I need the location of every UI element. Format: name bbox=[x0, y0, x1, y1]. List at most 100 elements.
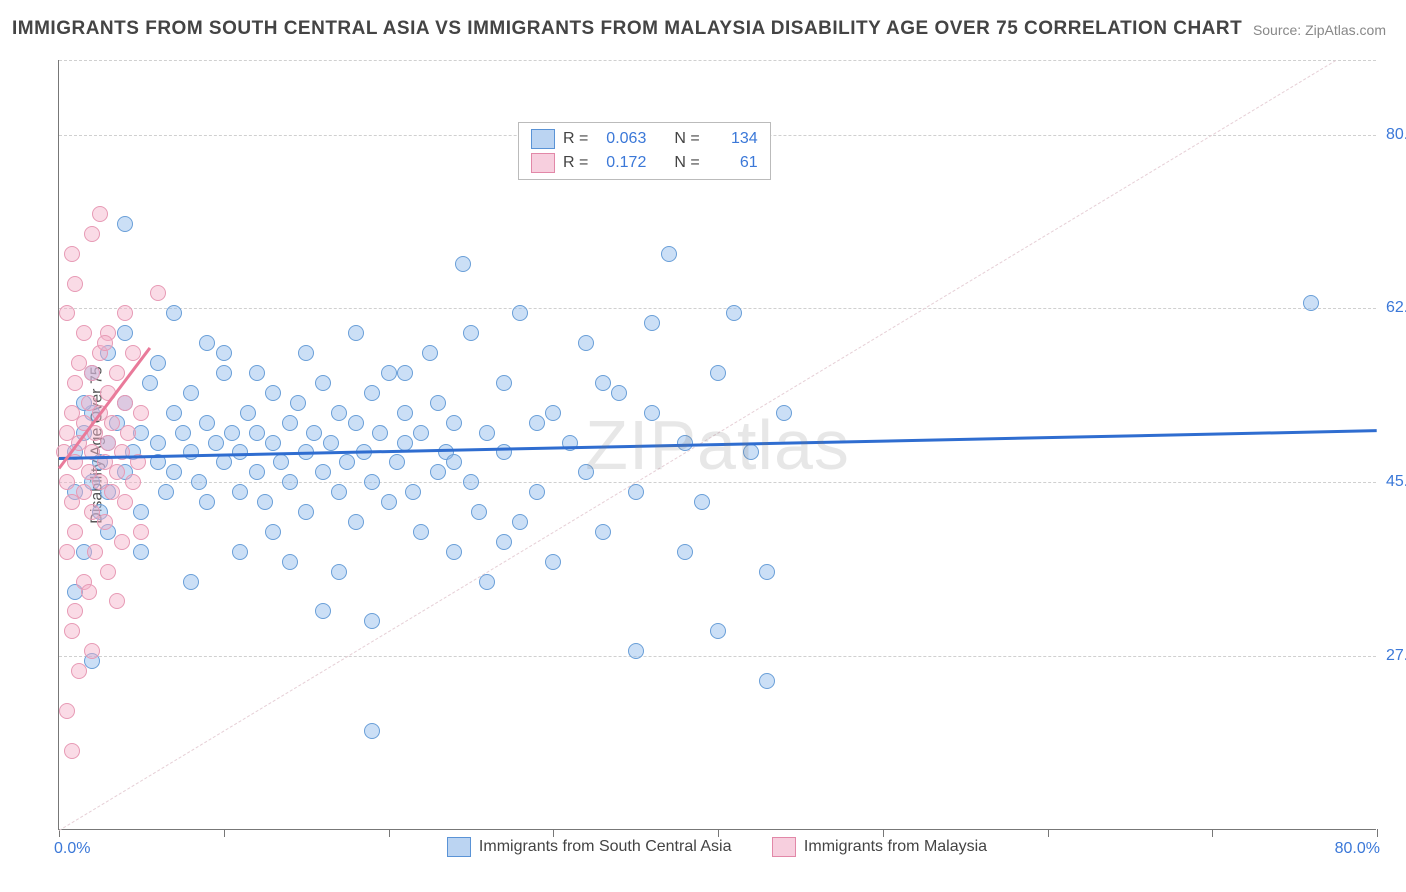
scatter-point-blue bbox=[759, 564, 775, 580]
scatter-point-blue bbox=[372, 425, 388, 441]
scatter-point-blue bbox=[512, 305, 528, 321]
scatter-point-blue bbox=[133, 544, 149, 560]
y-tick-label: 80.0% bbox=[1386, 126, 1406, 144]
scatter-point-blue bbox=[677, 435, 693, 451]
scatter-point-blue bbox=[331, 484, 347, 500]
scatter-point-pink bbox=[133, 405, 149, 421]
scatter-point-blue bbox=[397, 405, 413, 421]
scatter-point-pink bbox=[117, 305, 133, 321]
scatter-point-blue bbox=[282, 415, 298, 431]
scatter-point-pink bbox=[117, 395, 133, 411]
scatter-point-blue bbox=[463, 474, 479, 490]
scatter-point-blue bbox=[183, 574, 199, 590]
n-value-pink: 61 bbox=[708, 154, 758, 172]
scatter-point-blue bbox=[364, 613, 380, 629]
scatter-point-pink bbox=[114, 534, 130, 550]
scatter-point-blue bbox=[430, 464, 446, 480]
scatter-point-blue bbox=[265, 524, 281, 540]
chart-area: ZIPatlas Disability Age Over 75 27.5%45.… bbox=[58, 60, 1376, 830]
scatter-point-blue bbox=[529, 415, 545, 431]
scatter-point-blue bbox=[117, 325, 133, 341]
n-label: N = bbox=[674, 130, 699, 148]
scatter-point-pink bbox=[117, 494, 133, 510]
scatter-point-blue bbox=[776, 405, 792, 421]
legend-item-blue: Immigrants from South Central Asia bbox=[447, 837, 732, 857]
x-tick bbox=[718, 829, 719, 837]
scatter-point-blue bbox=[348, 514, 364, 530]
scatter-point-blue bbox=[578, 464, 594, 480]
scatter-point-blue bbox=[298, 504, 314, 520]
scatter-point-blue bbox=[628, 643, 644, 659]
scatter-point-pink bbox=[109, 593, 125, 609]
scatter-point-blue bbox=[323, 435, 339, 451]
legend-row-pink: R = 0.172 N = 61 bbox=[531, 151, 758, 175]
scatter-point-blue bbox=[628, 484, 644, 500]
legend-label-pink: Immigrants from Malaysia bbox=[804, 838, 987, 856]
scatter-point-blue bbox=[413, 425, 429, 441]
scatter-point-blue bbox=[381, 494, 397, 510]
scatter-point-blue bbox=[710, 365, 726, 381]
x-max-label: 80.0% bbox=[1335, 840, 1380, 858]
scatter-point-blue bbox=[463, 325, 479, 341]
scatter-point-blue bbox=[216, 454, 232, 470]
scatter-point-blue bbox=[298, 345, 314, 361]
scatter-point-blue bbox=[479, 425, 495, 441]
scatter-point-blue bbox=[743, 444, 759, 460]
scatter-point-pink bbox=[71, 663, 87, 679]
scatter-point-blue bbox=[166, 405, 182, 421]
x-tick bbox=[1212, 829, 1213, 837]
x-min-label: 0.0% bbox=[54, 840, 90, 858]
n-value-blue: 134 bbox=[708, 130, 758, 148]
r-value-pink: 0.172 bbox=[596, 154, 646, 172]
scatter-point-blue bbox=[315, 603, 331, 619]
scatter-point-blue bbox=[282, 474, 298, 490]
scatter-point-blue bbox=[413, 524, 429, 540]
scatter-point-blue bbox=[595, 375, 611, 391]
scatter-point-pink bbox=[67, 524, 83, 540]
scatter-point-blue bbox=[224, 425, 240, 441]
scatter-point-blue bbox=[199, 335, 215, 351]
scatter-point-pink bbox=[100, 564, 116, 580]
scatter-point-blue bbox=[364, 474, 380, 490]
scatter-point-blue bbox=[191, 474, 207, 490]
scatter-point-pink bbox=[81, 584, 97, 600]
y-tick-label: 45.0% bbox=[1386, 473, 1406, 491]
legend-swatch-pink bbox=[531, 153, 555, 173]
scatter-point-blue bbox=[273, 454, 289, 470]
scatter-point-blue bbox=[232, 544, 248, 560]
scatter-point-blue bbox=[677, 544, 693, 560]
scatter-point-blue bbox=[150, 435, 166, 451]
scatter-point-blue bbox=[290, 395, 306, 411]
scatter-point-blue bbox=[249, 425, 265, 441]
scatter-point-blue bbox=[726, 305, 742, 321]
scatter-point-blue bbox=[381, 365, 397, 381]
scatter-point-blue bbox=[249, 365, 265, 381]
scatter-point-blue bbox=[644, 315, 660, 331]
x-tick bbox=[224, 829, 225, 837]
scatter-point-blue bbox=[240, 405, 256, 421]
scatter-point-blue bbox=[183, 385, 199, 401]
scatter-point-blue bbox=[578, 335, 594, 351]
scatter-point-blue bbox=[471, 504, 487, 520]
gridline bbox=[59, 308, 1376, 309]
scatter-point-blue bbox=[331, 564, 347, 580]
scatter-point-pink bbox=[84, 226, 100, 242]
scatter-point-pink bbox=[125, 474, 141, 490]
legend-swatch-pink bbox=[772, 837, 796, 857]
chart-title: IMMIGRANTS FROM SOUTH CENTRAL ASIA VS IM… bbox=[12, 18, 1242, 40]
r-label: R = bbox=[563, 154, 588, 172]
scatter-point-pink bbox=[150, 285, 166, 301]
scatter-point-blue bbox=[529, 484, 545, 500]
scatter-point-blue bbox=[282, 554, 298, 570]
scatter-point-blue bbox=[759, 673, 775, 689]
gridline bbox=[59, 656, 1376, 657]
scatter-point-blue bbox=[306, 425, 322, 441]
scatter-point-blue bbox=[133, 504, 149, 520]
y-tick-label: 27.5% bbox=[1386, 647, 1406, 665]
x-tick bbox=[553, 829, 554, 837]
scatter-point-blue bbox=[496, 534, 512, 550]
scatter-point-blue bbox=[397, 435, 413, 451]
scatter-point-blue bbox=[208, 435, 224, 451]
scatter-point-blue bbox=[397, 365, 413, 381]
scatter-point-blue bbox=[166, 305, 182, 321]
